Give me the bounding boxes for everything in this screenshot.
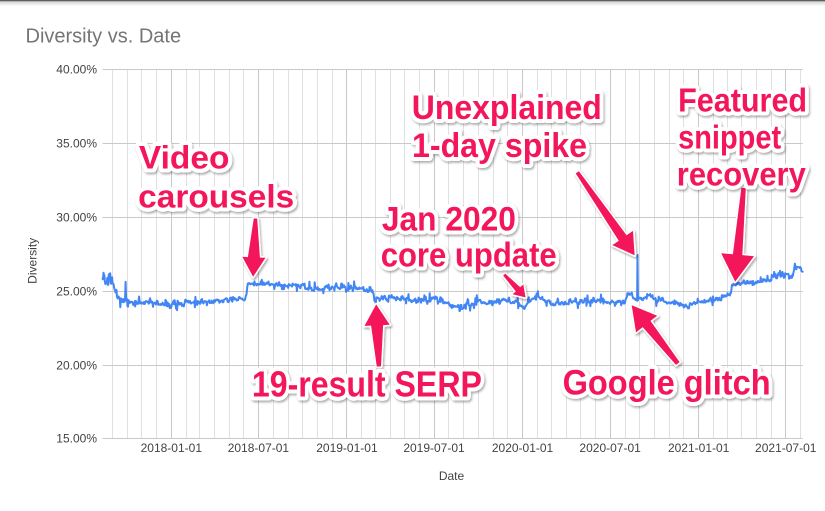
svg-text:Date: Date bbox=[439, 469, 465, 483]
svg-text:1-day spike: 1-day spike bbox=[412, 127, 587, 165]
svg-text:19-result SERP: 19-result SERP bbox=[252, 363, 482, 404]
svg-text:Unexplained: Unexplained bbox=[412, 89, 602, 127]
svg-text:2019-01-01: 2019-01-01 bbox=[316, 441, 378, 455]
svg-text:Google glitch: Google glitch bbox=[563, 363, 771, 402]
svg-text:2018-07-01: 2018-07-01 bbox=[228, 441, 290, 455]
svg-text:2020-01-01: 2020-01-01 bbox=[492, 441, 554, 455]
svg-text:carousels: carousels bbox=[138, 179, 294, 215]
svg-text:recovery: recovery bbox=[677, 156, 807, 193]
svg-text:Diversity vs. Date: Diversity vs. Date bbox=[26, 25, 182, 47]
svg-text:2020-07-01: 2020-07-01 bbox=[579, 441, 641, 455]
svg-text:15.00%: 15.00% bbox=[56, 432, 97, 446]
svg-text:core update: core update bbox=[381, 237, 557, 275]
svg-text:25.00%: 25.00% bbox=[56, 285, 97, 299]
svg-text:Diversity: Diversity bbox=[26, 238, 40, 284]
svg-text:30.00%: 30.00% bbox=[56, 211, 97, 225]
svg-text:Featured: Featured bbox=[678, 81, 807, 118]
svg-text:Jan 2020: Jan 2020 bbox=[382, 200, 516, 238]
svg-text:Video: Video bbox=[139, 140, 230, 176]
svg-text:snippet: snippet bbox=[678, 119, 781, 156]
svg-text:2018-01-01: 2018-01-01 bbox=[141, 441, 203, 455]
svg-text:20.00%: 20.00% bbox=[56, 359, 97, 373]
svg-text:2021-01-01: 2021-01-01 bbox=[668, 441, 730, 455]
svg-text:40.00%: 40.00% bbox=[56, 63, 97, 77]
svg-text:2019-07-01: 2019-07-01 bbox=[403, 441, 465, 455]
svg-text:2021-07-01: 2021-07-01 bbox=[755, 441, 817, 455]
svg-text:35.00%: 35.00% bbox=[56, 137, 97, 151]
